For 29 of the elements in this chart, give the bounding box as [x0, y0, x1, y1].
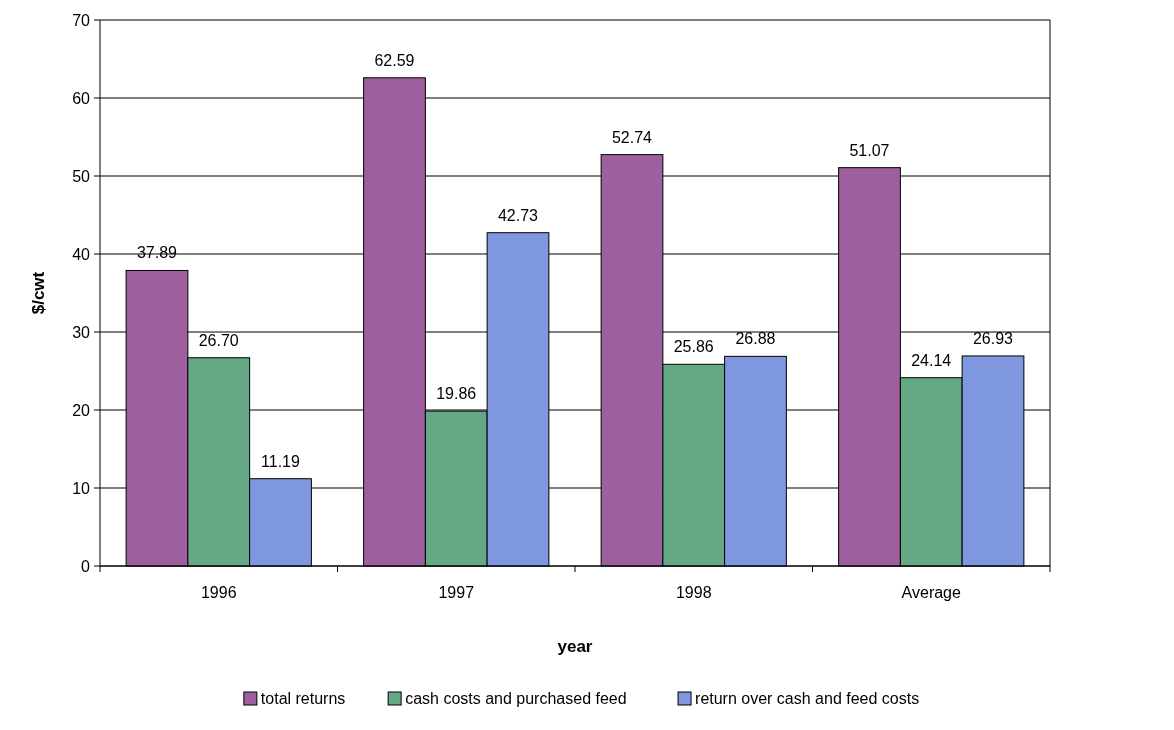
y-tick-label: 0: [81, 557, 91, 575]
data-label: 11.19: [261, 452, 301, 470]
x-tick-label: 1997: [438, 584, 475, 601]
legend-label: cash costs and purchased feed: [405, 690, 627, 707]
y-tick-label: 10: [72, 479, 91, 497]
y-tick-label: 40: [72, 245, 91, 263]
y-tick-label: 20: [72, 401, 91, 419]
x-axis-title: year: [557, 637, 593, 656]
data-label: 37.89: [136, 244, 178, 262]
y-tick-label: 60: [72, 89, 91, 107]
y-tick-label: 70: [72, 11, 91, 29]
data-label: 26.88: [735, 330, 776, 348]
data-label: 24.14: [911, 351, 952, 369]
y-tick-label: 50: [72, 167, 91, 185]
y-tick-label: 30: [72, 323, 91, 341]
data-label: 26.93: [972, 329, 1014, 347]
x-tick-label: 1996: [200, 584, 237, 601]
data-label: 42.73: [497, 206, 539, 224]
data-label: 51.07: [849, 141, 890, 159]
y-axis-title: $/cwt: [29, 271, 48, 315]
x-tick-label: 1998: [675, 584, 712, 601]
data-label: 52.74: [611, 128, 653, 146]
data-label: 19.86: [436, 385, 477, 403]
legend-label: return over cash and feed costs: [695, 690, 920, 707]
data-label: 62.59: [374, 51, 415, 69]
x-tick-label: Average: [901, 584, 961, 601]
data-label: 25.86: [673, 338, 714, 356]
data-label: 26.70: [198, 331, 239, 349]
legend-label: total returns: [260, 690, 346, 707]
